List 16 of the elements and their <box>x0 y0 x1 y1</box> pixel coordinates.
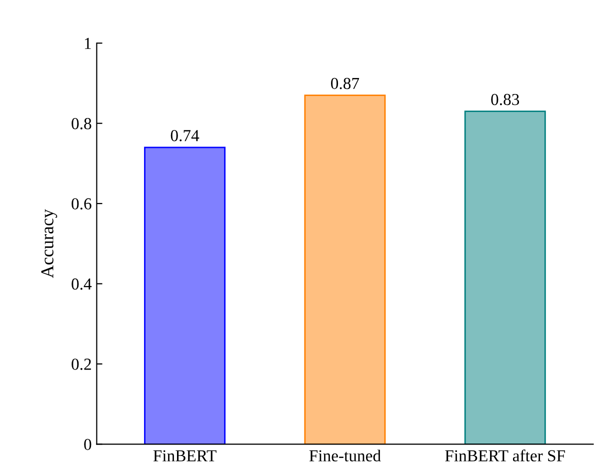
x-tick-label: FinBERT after SF <box>445 450 565 462</box>
data-label: 0.87 <box>331 78 360 90</box>
bar <box>304 94 386 444</box>
bar <box>144 146 226 444</box>
bar <box>464 110 546 444</box>
data-label: 0.83 <box>491 94 520 106</box>
x-tick-label: Fine-tuned <box>309 450 381 462</box>
y-tick-label: 0 <box>84 438 92 450</box>
y-tick-label: 0.2 <box>72 358 91 370</box>
y-axis-title: Accuracy <box>41 209 58 278</box>
x-tick-label: FinBERT <box>153 450 216 462</box>
y-tick-label: 0.8 <box>72 118 92 130</box>
y-tick-label: 1 <box>84 38 91 49</box>
y-tick-label: 0.4 <box>72 278 92 290</box>
data-label: 0.74 <box>170 130 200 142</box>
y-tick-label: 0.6 <box>72 198 92 210</box>
